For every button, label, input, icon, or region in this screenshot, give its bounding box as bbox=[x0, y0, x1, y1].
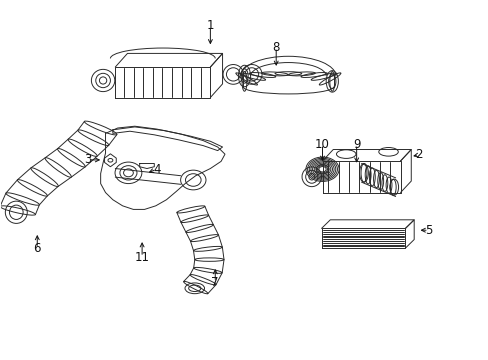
Text: 2: 2 bbox=[414, 148, 422, 161]
Text: 5: 5 bbox=[424, 224, 431, 237]
Text: 8: 8 bbox=[272, 41, 279, 54]
Text: 9: 9 bbox=[352, 138, 360, 150]
Text: 3: 3 bbox=[83, 153, 91, 166]
Text: 6: 6 bbox=[34, 242, 41, 255]
Text: 11: 11 bbox=[134, 251, 149, 264]
Text: 1: 1 bbox=[206, 19, 214, 32]
Text: 7: 7 bbox=[211, 276, 219, 289]
Text: 10: 10 bbox=[314, 138, 329, 150]
Text: 4: 4 bbox=[153, 163, 160, 176]
